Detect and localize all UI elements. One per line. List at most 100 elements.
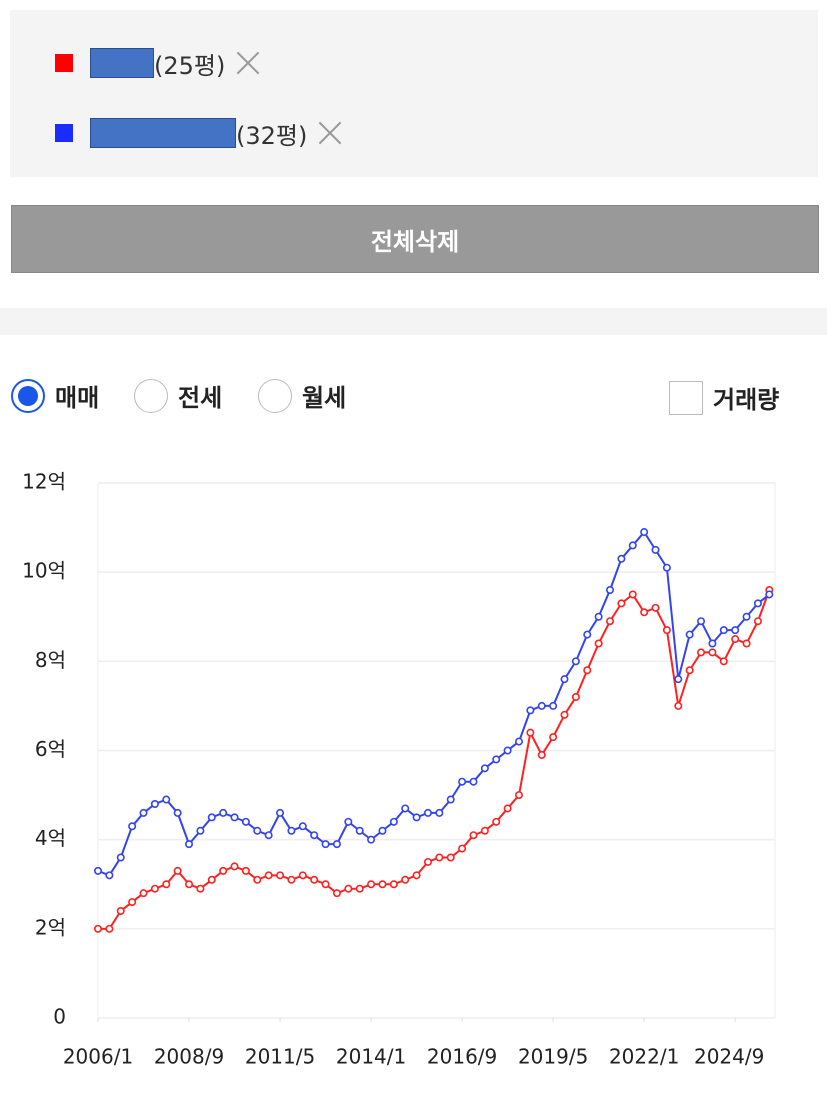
data-point xyxy=(571,657,580,666)
data-point xyxy=(423,857,432,866)
data-point xyxy=(332,840,341,849)
data-point xyxy=(128,898,137,907)
y-tick-label: 0 xyxy=(53,1005,66,1029)
data-point xyxy=(537,701,546,710)
data-point xyxy=(537,750,546,759)
data-point xyxy=(549,701,558,710)
data-point xyxy=(412,871,421,880)
item-label: (25평) xyxy=(154,51,226,80)
color-square xyxy=(55,124,73,142)
chart: 0 2억 4억 6억 8억 10억 12억 2006/1 2008/9 2011/5 2014/1 2… xyxy=(22,470,776,1069)
data-point xyxy=(446,853,455,862)
radio-option[interactable]: 전세 xyxy=(134,378,222,413)
data-point xyxy=(185,840,194,849)
data-point xyxy=(128,822,137,831)
radio-option[interactable]: 월세 xyxy=(258,378,346,413)
data-point xyxy=(344,817,353,826)
data-point xyxy=(526,728,535,737)
radio-circle[interactable] xyxy=(11,378,45,413)
data-point xyxy=(742,639,751,648)
data-point xyxy=(287,875,296,884)
item-label: (32평) xyxy=(236,121,308,150)
redacted-name xyxy=(90,118,236,148)
series-line xyxy=(97,530,770,877)
data-point xyxy=(219,866,228,875)
data-point xyxy=(162,795,171,804)
radio-circle[interactable] xyxy=(258,378,292,413)
data-point xyxy=(264,871,273,880)
y-tick-label: 8억 xyxy=(35,648,66,672)
data-point xyxy=(480,826,489,835)
data-point xyxy=(719,657,728,666)
data-point xyxy=(446,795,455,804)
data-point xyxy=(116,853,125,862)
data-point xyxy=(276,871,285,880)
y-tick-label: 12억 xyxy=(22,470,66,494)
data-point xyxy=(662,563,671,572)
data-point xyxy=(105,924,114,933)
delete-all-button[interactable]: 전체삭제 xyxy=(11,205,819,273)
x-tick-label: 2019/5 xyxy=(518,1045,588,1069)
data-point xyxy=(617,599,626,608)
data-point xyxy=(310,831,319,840)
data-point xyxy=(139,889,148,898)
data-point xyxy=(492,817,501,826)
data-point xyxy=(253,875,262,884)
x-tick-label: 2014/1 xyxy=(336,1045,406,1069)
data-point xyxy=(230,862,239,871)
radio-circle[interactable] xyxy=(134,378,168,413)
data-point xyxy=(241,866,250,875)
data-point xyxy=(560,675,569,684)
data-point xyxy=(492,755,501,764)
data-point xyxy=(753,599,762,608)
data-point xyxy=(287,826,296,835)
volume-checkbox[interactable]: 거래량 xyxy=(669,380,779,415)
data-point xyxy=(310,875,319,884)
data-point xyxy=(685,666,694,675)
x-tick-label: 2024/9 xyxy=(694,1045,764,1069)
data-point xyxy=(412,813,421,822)
data-point xyxy=(560,710,569,719)
data-point xyxy=(423,808,432,817)
x-tick-label: 2011/5 xyxy=(245,1045,315,1069)
data-point xyxy=(742,612,751,621)
data-point xyxy=(241,817,250,826)
data-point xyxy=(344,884,353,893)
data-point xyxy=(526,706,535,715)
data-point xyxy=(332,889,341,898)
data-point xyxy=(503,746,512,755)
data-point xyxy=(378,826,387,835)
x-tick-label: 2022/1 xyxy=(609,1045,679,1069)
data-point xyxy=(355,826,364,835)
data-point xyxy=(606,586,615,595)
checkbox[interactable] xyxy=(669,380,703,415)
remove-button[interactable] xyxy=(317,120,343,146)
y-tick-label: 6억 xyxy=(35,737,66,761)
remove-button[interactable] xyxy=(235,50,261,76)
data-point xyxy=(640,528,649,537)
y-tick-label: 10억 xyxy=(22,559,66,583)
data-point xyxy=(355,884,364,893)
data-point xyxy=(298,822,307,831)
y-tick-label: 2억 xyxy=(35,915,66,939)
data-point xyxy=(105,871,114,880)
data-point xyxy=(583,666,592,675)
checkbox-label: 거래량 xyxy=(713,386,780,414)
data-point xyxy=(253,826,262,835)
data-point xyxy=(401,875,410,884)
data-point xyxy=(435,853,444,862)
data-point xyxy=(594,612,603,621)
radio-label: 매매 xyxy=(55,384,100,412)
radio-option[interactable]: 매매 xyxy=(11,378,99,413)
x-tick-label: 2016/9 xyxy=(427,1045,497,1069)
data-point xyxy=(571,693,580,702)
data-point xyxy=(651,545,660,554)
data-point xyxy=(674,701,683,710)
data-point xyxy=(628,590,637,599)
data-point xyxy=(94,924,103,933)
data-point xyxy=(173,808,182,817)
data-point xyxy=(378,880,387,889)
data-point xyxy=(674,675,683,684)
data-point xyxy=(367,835,376,844)
